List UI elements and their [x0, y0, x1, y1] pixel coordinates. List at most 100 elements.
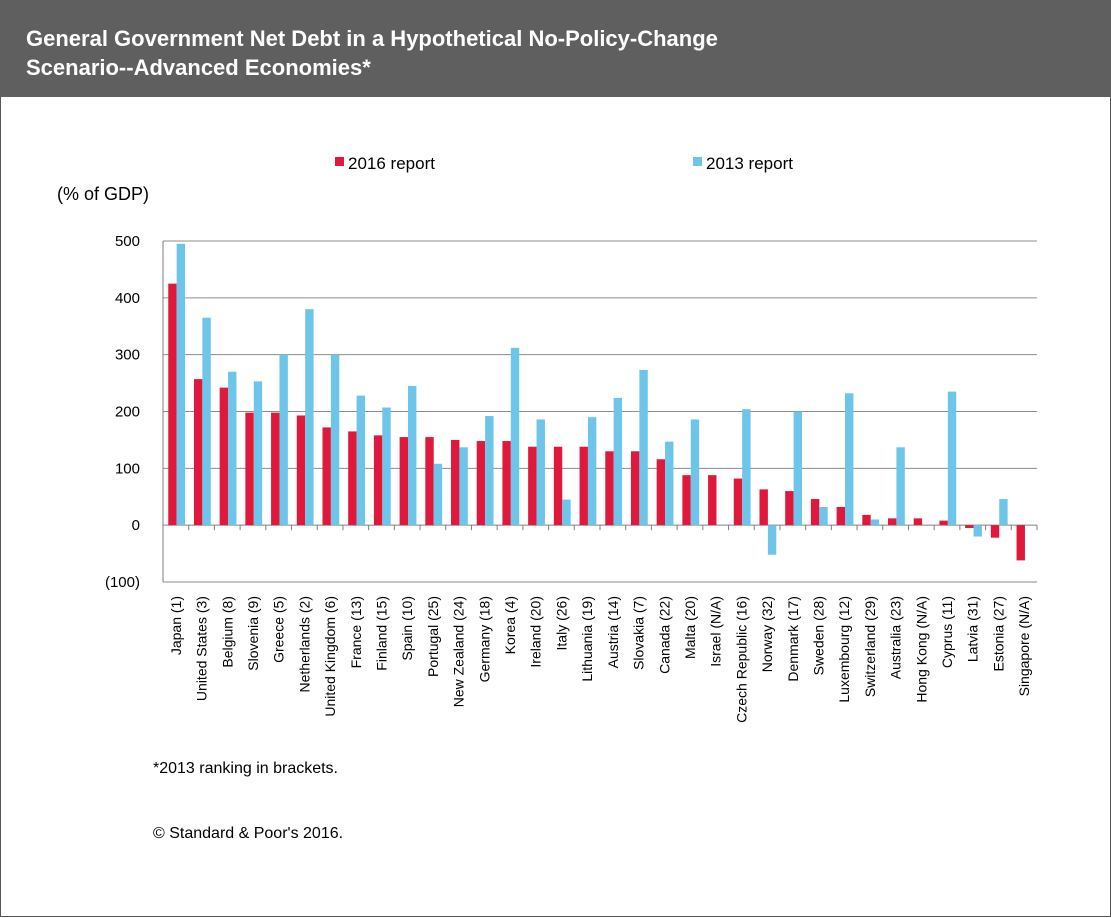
chart-title: General Government Net Debt in a Hypothe…: [26, 26, 718, 80]
x-tick-label: Israel (N/A): [708, 596, 724, 667]
x-tick-label: France (13): [348, 596, 364, 668]
x-tick-label: New Zealand (24): [451, 596, 467, 707]
y-axis-ticks: 500 400 300 200 100 0 (100): [105, 233, 140, 591]
x-tick-label: Slovenia (9): [245, 596, 261, 671]
bar-2016-8: [373, 435, 383, 526]
x-tick-label: Lithuania (19): [579, 596, 595, 682]
chart-header: General Government Net Debt in a Hypothe…: [0, 0, 1111, 97]
bar-2013-23: [767, 525, 777, 555]
x-tick-label: Latvia (31): [965, 596, 981, 662]
gridlines: [163, 240, 1037, 583]
bar-2013-16: [587, 417, 597, 526]
bars: [168, 243, 1025, 561]
bar-2013-22: [742, 409, 751, 526]
bar-2013-9: [408, 385, 417, 526]
x-tick-label: Spain (10): [399, 596, 415, 661]
bar-2013-28: [896, 447, 905, 526]
bar-2013-19: [665, 441, 674, 526]
bar-2013-30: [947, 391, 957, 526]
bar-2016-13: [502, 441, 511, 526]
x-tick-label: Switzerland (29): [862, 596, 878, 697]
bar-2016-9: [399, 437, 409, 526]
bar-2016-28: [888, 518, 897, 526]
bar-2016-25: [810, 499, 820, 526]
legend: 2016 report 2013 report: [335, 154, 793, 173]
x-tick-label: Netherlands (2): [296, 596, 312, 693]
x-tick-label: Malta (20): [682, 596, 698, 659]
x-axis: [162, 241, 1038, 582]
bar-2013-18: [639, 370, 648, 526]
bar-2016-32: [990, 525, 1000, 538]
x-tick-label: Australia (23): [888, 596, 904, 679]
bar-2016-31: [965, 525, 974, 529]
bar-2013-4: [279, 354, 288, 526]
x-tick-label: Austria (14): [605, 596, 621, 668]
x-tick-label: Singapore (N/A): [1016, 596, 1032, 696]
bar-2013-11: [459, 447, 468, 526]
bar-2016-17: [605, 451, 614, 526]
y-tick-label: 0: [132, 517, 140, 534]
y-axis-label: (% of GDP): [57, 184, 149, 204]
y-tick-label: 200: [115, 404, 140, 421]
bar-2013-0: [176, 243, 186, 526]
bar-2016-18: [630, 451, 640, 526]
x-tick-label: Cyprus (11): [939, 596, 955, 668]
bar-2016-15: [553, 446, 563, 526]
bar-2016-4: [271, 412, 280, 526]
bar-2013-17: [613, 397, 623, 526]
x-tick-label: Hong Kong (N/A): [913, 596, 929, 703]
bar-2016-7: [348, 431, 357, 526]
bar-2016-21: [708, 475, 717, 526]
bar-2013-5: [305, 309, 314, 526]
bar-2016-12: [476, 441, 486, 526]
bar-2013-32: [999, 499, 1008, 526]
x-tick-label: Estonia (27): [990, 596, 1006, 671]
x-axis-tick-labels: Japan (1) United States (3) Belgium (8) Slo…: [168, 596, 1032, 723]
bar-2013-14: [536, 419, 545, 526]
bar-2016-3: [245, 412, 254, 526]
bar-2016-20: [682, 475, 691, 526]
bar-2016-10: [425, 437, 434, 526]
x-tick-label: Germany (18): [476, 596, 492, 682]
bar-2013-3: [253, 381, 263, 526]
bar-2016-22: [733, 478, 743, 526]
bar-2013-7: [356, 395, 365, 526]
bar-2013-8: [382, 407, 391, 526]
bar-2016-19: [656, 459, 666, 526]
bar-2016-5: [296, 415, 306, 526]
bar-2016-0: [168, 283, 177, 526]
bar-2016-24: [785, 491, 794, 526]
bar-2016-29: [913, 518, 923, 526]
x-tick-label: United States (3): [194, 596, 210, 701]
x-tick-label: United Kingdom (6): [322, 596, 338, 717]
bar-2013-1: [202, 317, 211, 526]
bar-2013-2: [228, 371, 237, 526]
x-tick-label: Portugal (25): [425, 596, 441, 677]
bar-2013-31: [973, 525, 982, 537]
bar-2013-10: [433, 463, 443, 526]
bar-2016-2: [219, 387, 229, 526]
x-tick-label: Italy (26): [553, 596, 569, 650]
x-tick-label: Korea (4): [502, 596, 518, 654]
bar-2013-24: [793, 411, 802, 526]
bar-2016-23: [759, 489, 768, 526]
bar-2013-15: [562, 499, 571, 526]
legend-swatch: [335, 157, 344, 166]
x-tick-label: Denmark (17): [785, 596, 801, 682]
y-tick-label: 300: [115, 347, 140, 364]
y-tick-label: 400: [115, 290, 140, 307]
bar-2016-30: [939, 520, 948, 526]
bar-2013-27: [870, 519, 880, 526]
bar-2013-12: [485, 416, 494, 526]
x-tick-label: Sweden (28): [811, 596, 827, 675]
bar-2013-13: [510, 347, 520, 526]
x-tick-label: Belgium (8): [219, 596, 235, 668]
bar-2016-11: [451, 439, 460, 526]
x-tick-label: Greece (5): [271, 596, 287, 663]
bar-2013-6: [330, 354, 340, 526]
x-tick-label: Luxembourg (12): [836, 596, 852, 703]
legend-label: 2013 report: [706, 154, 793, 173]
x-tick-label: Japan (1): [168, 596, 184, 655]
bar-2013-26: [845, 393, 854, 526]
bar-2016-33: [1016, 525, 1025, 561]
